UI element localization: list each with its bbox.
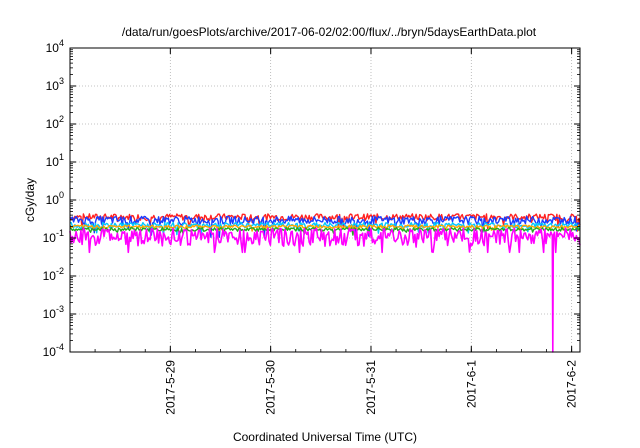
series-line [69,215,581,238]
y-axis-title: cGy/day [23,178,37,222]
y-axis: 10-4 10-3 10-2 10-1 100 101 102 103 104 [43,38,580,359]
y-tick-label: 10-4 [43,342,64,359]
y-tick-label: 10-1 [43,228,64,245]
series-layer [69,213,581,353]
y-tick-label: 10-2 [43,266,64,283]
x-tick-label: 2017-6-1 [464,360,478,408]
series-line [69,224,581,233]
chart-title: /data/run/goesPlots/archive/2017-06-02/0… [122,25,537,39]
y-tick-label: 100 [46,190,64,207]
series-line [69,227,581,353]
x-tick-label: 2017-5-30 [264,360,278,415]
y-tick-label: 103 [46,76,64,93]
x-tick-label: 2017-5-29 [163,360,177,415]
series-line [69,226,581,236]
x-axis-title: Coordinated Universal Time (UTC) [233,430,417,444]
grid [70,48,580,352]
y-tick-label: 104 [46,38,64,55]
y-tick-label: 102 [46,114,64,131]
y-tick-label: 101 [46,152,64,169]
x-tick-label: 2017-5-31 [364,360,378,415]
x-axis: 2017-5-29 2017-5-30 2017-5-31 2017-6-1 2017-… [69,48,579,415]
y-tick-label: 10-3 [43,304,64,321]
x-tick-label: 2017-6-2 [565,360,579,408]
